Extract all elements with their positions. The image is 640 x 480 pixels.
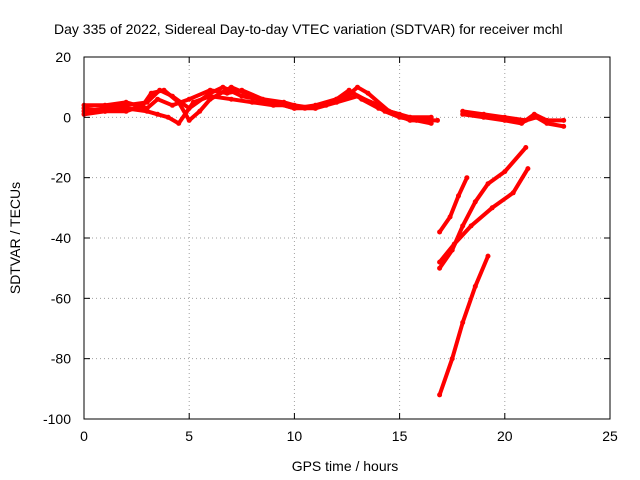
data-point [502, 117, 508, 123]
x-tick-label: 5 [185, 428, 193, 444]
data-point [334, 96, 339, 102]
data-point [456, 193, 461, 199]
data-point [437, 229, 443, 235]
data-point [531, 111, 537, 117]
y-tick-label: -100 [43, 411, 71, 427]
x-tick-label: 15 [392, 428, 408, 444]
y-axis-title: SDTVAR / TECUs [7, 182, 23, 294]
data-point [460, 111, 466, 117]
data-point [312, 102, 318, 108]
data-point [561, 117, 567, 123]
data-point [144, 108, 150, 114]
plot-frame [83, 56, 611, 420]
data-point [365, 90, 371, 96]
data-point [270, 99, 276, 105]
data-point [148, 90, 154, 96]
data-point [510, 190, 516, 196]
data-point [523, 145, 529, 150]
data-point [155, 96, 161, 102]
series-trace-7 [437, 175, 469, 234]
data-point [239, 93, 245, 99]
data-point [197, 108, 203, 114]
data-point [437, 259, 443, 265]
tick-layer: 0 5 10 15 20 25 -100 -80 -60 -40 -20 0 20 [43, 49, 618, 444]
data-point [481, 114, 487, 120]
data-point [485, 253, 491, 259]
data-point [186, 96, 192, 102]
y-tick-label: -80 [51, 351, 71, 367]
y-tick-label: 20 [55, 49, 71, 65]
data-point [435, 117, 440, 123]
y-tick-label: -40 [51, 230, 71, 246]
data-point [102, 108, 108, 114]
data-point [464, 175, 470, 181]
data-point [228, 96, 234, 102]
series-trace-9 [437, 166, 530, 265]
data-point [468, 223, 474, 229]
data-point [502, 169, 508, 175]
data-point [190, 99, 196, 105]
grid-layer [84, 57, 610, 419]
data-point [249, 93, 255, 99]
data-point [449, 356, 455, 362]
data-point [123, 99, 129, 105]
data-point [249, 99, 255, 105]
data-point [359, 96, 365, 102]
data-point [489, 205, 495, 211]
data-point [544, 117, 550, 123]
data-point [407, 117, 413, 123]
data-point [123, 108, 129, 114]
data-point [460, 320, 466, 325]
series-layer [81, 84, 567, 398]
data-point [346, 87, 352, 93]
data-point [397, 111, 403, 117]
data-point [525, 166, 531, 172]
data-point [207, 87, 213, 93]
data-point [220, 84, 226, 90]
data-point [451, 241, 457, 247]
y-tick-label: 0 [63, 109, 71, 125]
x-tick-label: 10 [287, 428, 303, 444]
data-point [485, 181, 491, 187]
data-point [291, 105, 297, 111]
data-point [186, 117, 192, 123]
data-point [161, 87, 167, 93]
data-point [472, 283, 478, 289]
data-point [207, 96, 213, 102]
data-point [447, 214, 453, 220]
data-point [437, 265, 443, 271]
chart-title: Day 335 of 2022, Sidereal Day-to-day VTE… [54, 21, 563, 37]
data-point [472, 199, 478, 205]
data-point [437, 392, 443, 398]
x-tick-label: 20 [497, 428, 513, 444]
data-point [176, 99, 182, 105]
data-point [460, 223, 466, 229]
data-point [102, 102, 108, 108]
data-point [140, 102, 146, 108]
data-point [561, 123, 567, 129]
data-point [155, 111, 161, 117]
y-tick-label: -20 [51, 170, 71, 186]
data-point [165, 114, 171, 120]
data-point [176, 120, 182, 126]
data-point [519, 120, 525, 126]
data-point [376, 105, 382, 111]
y-tick-label: -60 [51, 290, 71, 306]
data-point [228, 84, 234, 90]
x-tick-label: 25 [602, 428, 618, 444]
x-tick-label: 0 [80, 428, 88, 444]
data-point [169, 102, 175, 108]
data-point [355, 84, 360, 90]
x-axis-title: GPS time / hours [292, 458, 399, 474]
series-trace-10 [437, 254, 490, 397]
